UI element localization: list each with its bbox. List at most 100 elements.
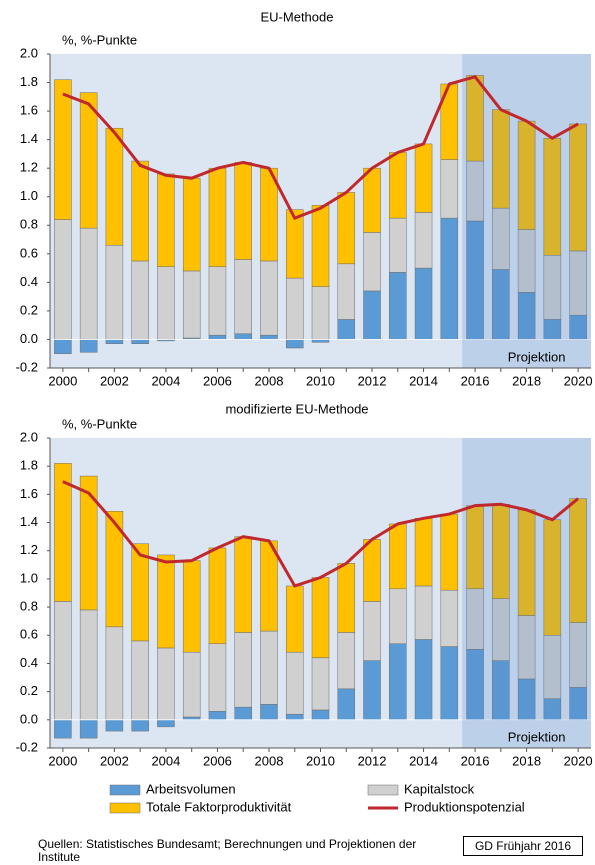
bar-segment — [414, 518, 433, 587]
bar-segment — [389, 272, 407, 340]
bar-segment — [131, 339, 149, 344]
bar-segment — [54, 339, 72, 354]
bar-segment — [234, 536, 252, 633]
bar-segment — [311, 657, 330, 711]
x-tick-label: 2006 — [203, 753, 232, 768]
projection-label: Projektion — [508, 349, 566, 364]
chart-title: EU-Methode — [261, 9, 334, 24]
legend-label: Totale Faktorproduktivität — [146, 799, 292, 814]
bar-segment — [311, 339, 330, 343]
y-tick-label: 1.4 — [20, 514, 38, 529]
bar-segment — [105, 245, 124, 340]
y-tick-label: 1.6 — [20, 486, 38, 501]
x-tick-label: 2010 — [306, 373, 335, 388]
y-tick-label: 0.2 — [20, 302, 38, 317]
x-tick-label: 2014 — [409, 753, 438, 768]
bar-segment — [337, 563, 356, 633]
bar-segment — [157, 554, 175, 649]
x-tick-label: 2004 — [151, 373, 180, 388]
bar-segment — [363, 290, 381, 340]
bar-segment — [157, 266, 175, 340]
bar-segment — [131, 260, 149, 340]
bar-segment — [54, 601, 72, 721]
bar-segment — [79, 339, 98, 353]
x-tick-label: 2008 — [255, 753, 284, 768]
bar-segment — [182, 177, 201, 272]
badge: GD Frühjahr 2016 — [463, 836, 583, 856]
projection-label: Projektion — [508, 729, 566, 744]
y-tick-label: 0.4 — [20, 655, 38, 670]
y-tick-label: 1.8 — [20, 458, 38, 473]
bar-segment — [131, 543, 149, 642]
bar-segment — [208, 643, 227, 712]
bar-segment — [337, 688, 356, 721]
bar-segment — [131, 640, 149, 721]
bar-segment — [285, 713, 304, 721]
x-tick-label: 2010 — [306, 753, 335, 768]
bar-segment — [337, 632, 356, 690]
bar-segment — [363, 167, 381, 233]
legend-label: Kapitalstock — [404, 781, 475, 796]
x-tick-label: 2004 — [151, 753, 180, 768]
bar-segment — [414, 212, 433, 269]
y-tick-label: 1.4 — [20, 131, 38, 146]
bar-segment — [234, 632, 252, 708]
bar-segment — [440, 646, 459, 721]
y-tick-label: 0.6 — [20, 245, 38, 260]
bar-segment — [363, 601, 381, 661]
bar-segment — [182, 270, 201, 339]
bar-segment — [260, 704, 278, 721]
projection-region — [462, 438, 591, 748]
chart-title: modifizierte EU-Methode — [225, 401, 368, 416]
legend-label: Produktionspotenzial — [404, 799, 525, 814]
bar-segment — [234, 162, 252, 260]
bar-segment — [311, 286, 330, 340]
projection-region — [462, 54, 591, 368]
y-tick-label: 0.4 — [20, 274, 38, 289]
y-axis-label: %, %-Punkte — [62, 32, 137, 47]
bar-segment — [260, 630, 278, 705]
y-tick-label: 0.8 — [20, 217, 38, 232]
y-tick-label: 2.0 — [20, 45, 38, 60]
bar-segment — [105, 339, 124, 344]
bar-segment — [440, 589, 459, 647]
y-tick-label: -0.2 — [16, 739, 38, 754]
bar-segment — [389, 217, 407, 273]
legend-swatch — [367, 784, 399, 796]
bar-segment — [54, 719, 72, 739]
bar-segment — [131, 719, 149, 732]
x-tick-label: 2006 — [203, 373, 232, 388]
bar-segment — [311, 205, 330, 287]
y-tick-label: 1.2 — [20, 542, 38, 557]
bar-segment — [337, 192, 356, 265]
bar-segment — [208, 547, 227, 644]
bar-segment — [79, 719, 98, 739]
bar-segment — [389, 588, 407, 644]
y-tick-label: 0.0 — [20, 331, 38, 346]
bar-segment — [105, 626, 124, 721]
x-tick-label: 2002 — [100, 373, 129, 388]
y-tick-label: 0.2 — [20, 683, 38, 698]
bar-segment — [157, 647, 175, 721]
bar-segment — [363, 660, 381, 721]
x-tick-label: 2016 — [461, 373, 490, 388]
bar-segment — [285, 277, 304, 340]
bar-segment — [79, 475, 98, 611]
x-tick-label: 2012 — [358, 373, 387, 388]
bar-segment — [182, 716, 201, 721]
bar-segment — [54, 463, 72, 602]
line-series — [62, 480, 580, 588]
bar-segment — [234, 259, 252, 334]
bar-segment — [260, 334, 278, 340]
bar-segment — [79, 227, 98, 340]
bar-segment — [182, 651, 201, 718]
legend-swatch — [109, 802, 141, 814]
line-series — [62, 75, 579, 221]
x-tick-label: 2020 — [564, 373, 593, 388]
y-tick-label: 1.2 — [20, 160, 38, 175]
y-tick-label: 0.8 — [20, 599, 38, 614]
bar-segment — [157, 173, 175, 267]
bar-segment — [363, 539, 381, 602]
bar-segment — [440, 217, 459, 340]
